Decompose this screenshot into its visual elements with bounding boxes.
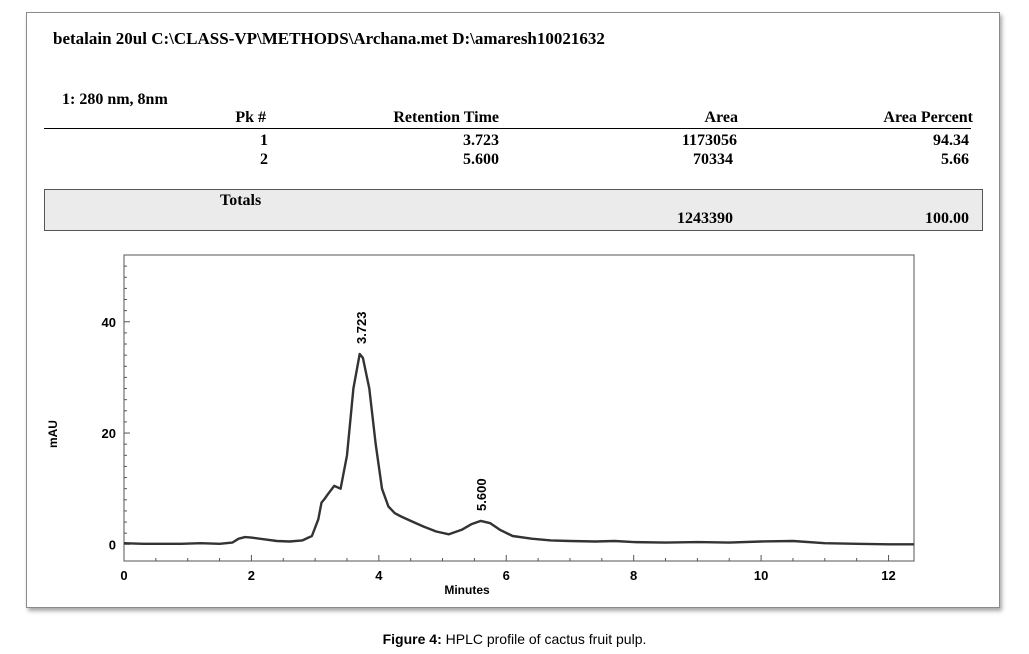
x-tick-label: 10: [754, 568, 768, 583]
plot-area: [123, 254, 915, 562]
col-header-area-percent: Area Percent: [883, 109, 973, 126]
x-tick-label: 6: [503, 568, 510, 583]
col-header-area: Area: [704, 109, 738, 126]
caption-label: Figure 4:: [382, 631, 442, 647]
y-tick-label: 40: [102, 315, 116, 330]
x-tick-label: 12: [881, 568, 895, 583]
report-frame: betalain 20ul C:\CLASS-VP\METHODS\Archan…: [26, 12, 1000, 608]
row-2-retention-time: 5.600: [463, 151, 499, 168]
caption-text: HPLC profile of cactus fruit pulp.: [441, 631, 647, 647]
row-1-area-percent: 94.34: [933, 132, 969, 149]
col-header-retention-time: Retention Time: [393, 109, 499, 126]
figure-caption: Figure 4: HPLC profile of cactus fruit p…: [0, 631, 1029, 647]
col-header-pk: Pk #: [235, 109, 266, 126]
row-2-area: 70334: [693, 151, 733, 168]
y-axis-label: mAU: [46, 420, 60, 448]
totals-box: Totals 1243390 100.00: [44, 189, 983, 231]
x-tick-label: 2: [248, 568, 255, 583]
x-tick-label: 8: [630, 568, 637, 583]
x-tick-label: 4: [375, 568, 383, 583]
row-1-retention-time: 3.723: [463, 132, 499, 149]
x-axis-label: Minutes: [444, 583, 490, 597]
channel-label: 1: 280 nm, 8nm: [62, 91, 168, 108]
series-line: [123, 352, 914, 546]
y-tick-label: 0: [109, 537, 116, 552]
peak-label: 3.723: [354, 311, 369, 344]
chromatogram-chart: 0 2 4 6 8 10 12 0 20 40 Minutes mAU 3.723 5.600: [46, 254, 915, 597]
peak-label: 5.600: [474, 478, 489, 511]
row-2-area-percent: 5.66: [941, 151, 969, 168]
x-tick-label: 0: [120, 568, 127, 583]
report-header: betalain 20ul C:\CLASS-VP\METHODS\Archan…: [53, 29, 605, 48]
totals-area: 1243390: [677, 210, 733, 227]
totals-label: Totals: [220, 192, 262, 209]
row-2-pk: 2: [260, 151, 268, 168]
y-tick-label: 20: [102, 426, 116, 441]
row-1-area: 1173056: [681, 132, 737, 149]
totals-area-percent: 100.00: [925, 210, 969, 227]
header-rule: [44, 128, 971, 129]
row-1-pk: 1: [260, 132, 268, 149]
